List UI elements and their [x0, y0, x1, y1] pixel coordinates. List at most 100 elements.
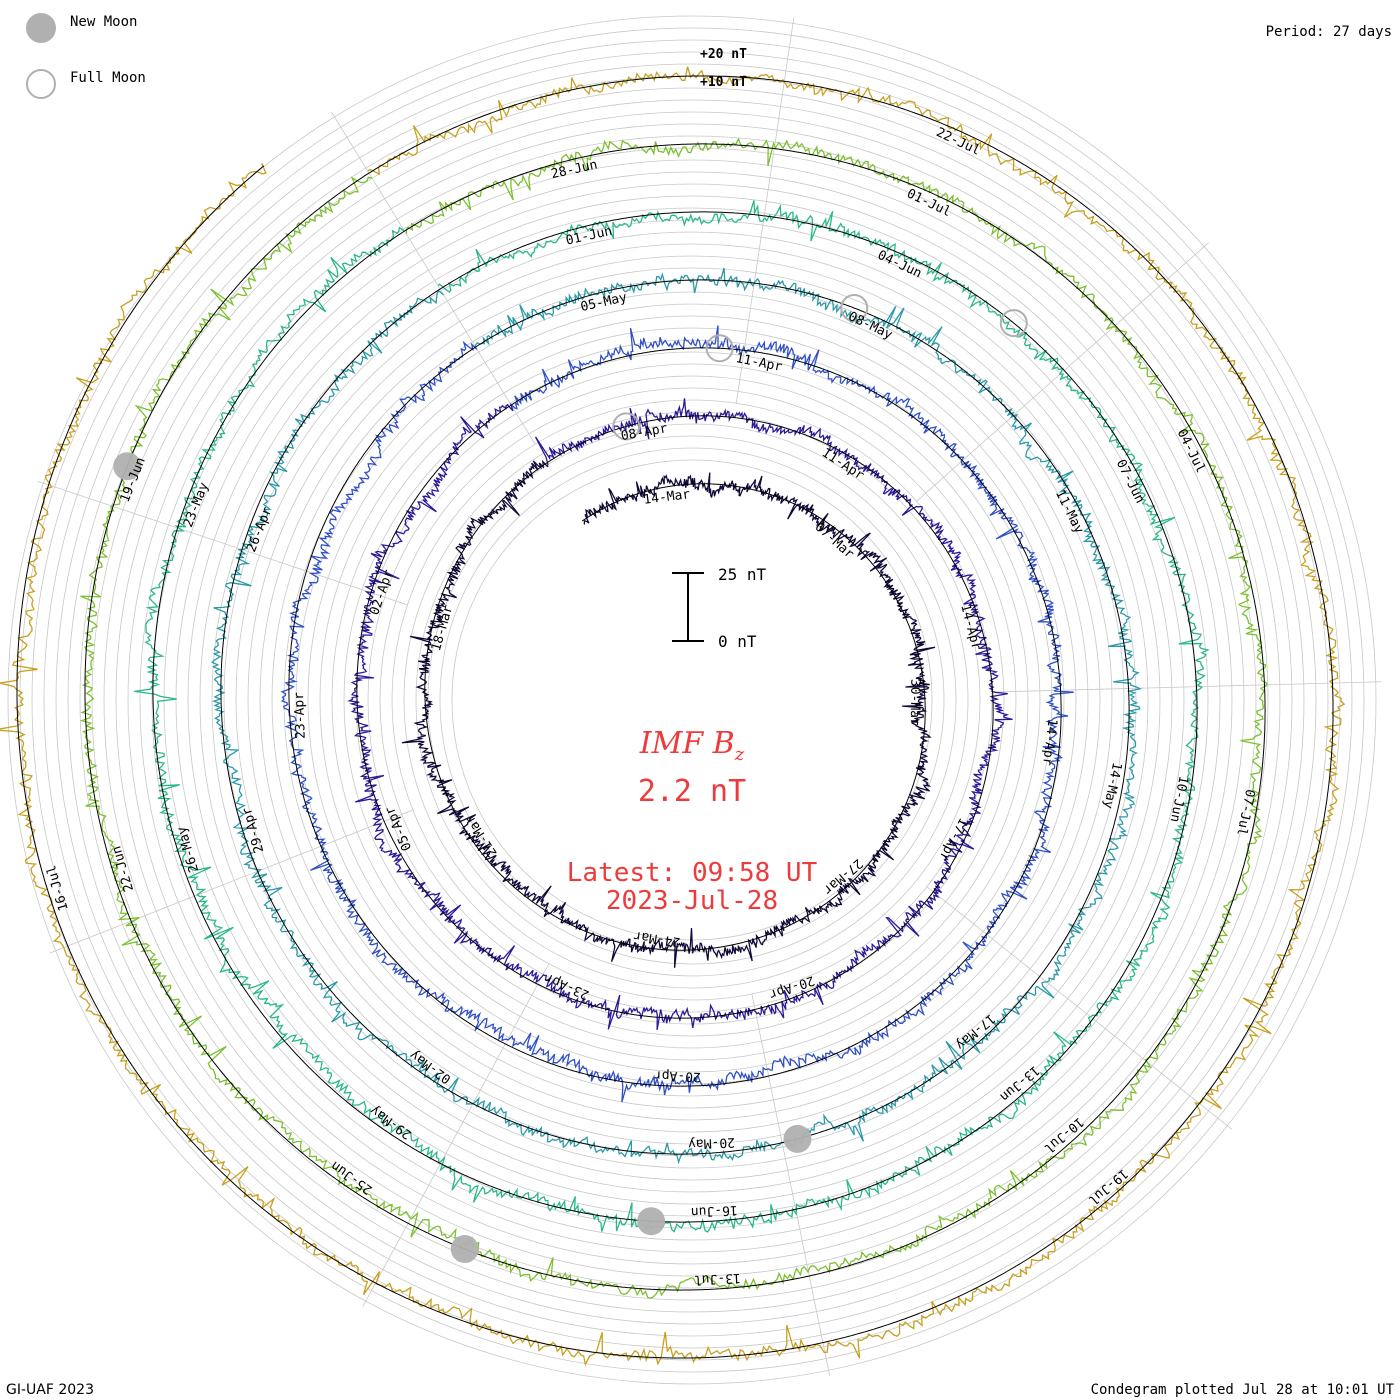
date-label: 07-Jul	[1233, 788, 1257, 837]
grid-ring	[247, 255, 1137, 1145]
scale-bar-bottom-label: 0 nT	[718, 632, 757, 651]
grid-ring	[319, 327, 1065, 1073]
scale-plus20: +20 nT	[700, 47, 747, 62]
zero-baseline	[84, 143, 1266, 1291]
grid-ring	[79, 87, 1305, 1313]
new-moon-marker	[783, 1124, 812, 1153]
full-moon-icon	[26, 69, 56, 99]
date-label: 13-Jul	[694, 1270, 742, 1287]
radial-spoke	[49, 809, 414, 954]
parameter-main: IMF B	[639, 726, 735, 761]
radial-spoke	[37, 480, 408, 606]
zero-baseline	[220, 279, 1130, 1155]
date-label: 02-May	[407, 1047, 454, 1087]
series-trace-6	[0, 66, 1346, 1367]
grid-ring	[271, 279, 1113, 1121]
full-moon-marker	[612, 412, 641, 441]
full-moon-marker	[840, 294, 869, 323]
grid-ring	[175, 183, 1209, 1217]
new-moon-icon	[26, 13, 56, 43]
legend-full-moon-label: Full Moon	[70, 70, 146, 86]
date-label: 16-Jun	[691, 1202, 739, 1219]
parameter-title: IMF Bz	[392, 726, 992, 765]
grid-ring	[7, 15, 1377, 1385]
scale-plus10: +10 nT	[700, 75, 747, 90]
grid-ring	[235, 243, 1149, 1157]
date-label: 05-May	[579, 290, 628, 315]
date-label: 24-Mar	[632, 928, 681, 950]
grid-ring	[151, 159, 1233, 1241]
date-label: 18-Mar	[429, 603, 456, 652]
zero-baseline	[288, 346, 1062, 1087]
radial-spoke	[916, 242, 1209, 502]
zero-baseline	[16, 75, 1334, 1359]
radial-spoke	[362, 963, 550, 1307]
grid-ring	[199, 207, 1185, 1193]
new-moon-marker	[450, 1235, 479, 1264]
date-label: 10-Jun	[1167, 774, 1191, 823]
grid-ring	[295, 303, 1089, 1097]
date-label: 28-Jun	[550, 157, 599, 182]
grid-ring	[223, 231, 1161, 1169]
latest-date: 2023-Jul-28	[605, 886, 779, 916]
date-label: 14-Apr	[957, 603, 983, 652]
zero-baselines	[16, 75, 1334, 1359]
grid-ring	[127, 135, 1257, 1265]
grid-ring	[259, 267, 1125, 1133]
grid-ring	[31, 39, 1353, 1361]
grid-ring	[55, 63, 1329, 1337]
date-label: 11-Apr	[734, 351, 783, 375]
data-traces	[0, 66, 1346, 1367]
date-label: 20-Apr	[653, 1067, 701, 1084]
grid-ring	[43, 51, 1341, 1349]
series-trace-3	[211, 267, 1143, 1165]
date-label: 20-May	[688, 1134, 736, 1151]
grid-ring	[307, 315, 1077, 1085]
grid-ring	[343, 351, 1041, 1049]
latest-time: Latest: 09:58 UT	[566, 858, 818, 888]
date-label: 14-Mar	[643, 487, 692, 508]
scale-bar	[672, 572, 704, 642]
scale-bar-top-label: 25 nT	[718, 565, 767, 584]
grid-ring	[427, 435, 957, 965]
series-trace-0	[401, 459, 936, 968]
series-trace-1	[347, 398, 1013, 1031]
radial-spoke	[751, 993, 831, 1377]
date-label: 16-Jul	[44, 863, 72, 912]
date-label: 14-Apr	[1039, 718, 1059, 767]
new-moon-marker	[637, 1207, 666, 1236]
zero-baseline	[356, 404, 994, 1019]
current-value: 2.2 nT	[637, 774, 747, 809]
grid-ring	[103, 111, 1281, 1289]
grid-ring	[415, 423, 969, 977]
grid-ring	[115, 123, 1269, 1277]
grid-rings	[7, 15, 1377, 1385]
zero-baseline	[152, 211, 1198, 1223]
date-label: 23-Apr	[292, 692, 309, 740]
grid-ring	[187, 195, 1197, 1205]
series-trace-2	[280, 325, 1074, 1103]
full-moon-marker	[705, 334, 734, 363]
series-trace-4	[134, 200, 1210, 1233]
full-moon-marker	[999, 309, 1028, 338]
date-label: 20-Apr	[767, 972, 816, 1002]
date-label: 30-Mar	[907, 679, 922, 726]
credit: GI-UAF 2023	[6, 1382, 94, 1398]
plotted-timestamp: Condegram plotted Jul 28 at 10:01 UT	[1090, 1382, 1394, 1398]
radial-spoke	[331, 111, 536, 445]
new-moon-marker	[113, 452, 142, 481]
period-label: Period: 27 days	[1265, 24, 1392, 40]
zero-baseline	[424, 462, 926, 951]
grid-ring	[19, 27, 1365, 1373]
grid-ring	[379, 387, 1005, 1013]
grid-ring	[355, 363, 1029, 1037]
radial-spoke	[991, 681, 1382, 693]
parameter-sub: z	[734, 744, 745, 765]
series-trace-5	[79, 137, 1268, 1299]
date-label: 22-Jun	[109, 844, 137, 893]
date-label: 25-Jun	[328, 1158, 375, 1197]
radial-spoke	[926, 886, 1233, 1130]
moon-markers	[113, 294, 1028, 1264]
legend-new-moon-label: New Moon	[70, 14, 138, 30]
